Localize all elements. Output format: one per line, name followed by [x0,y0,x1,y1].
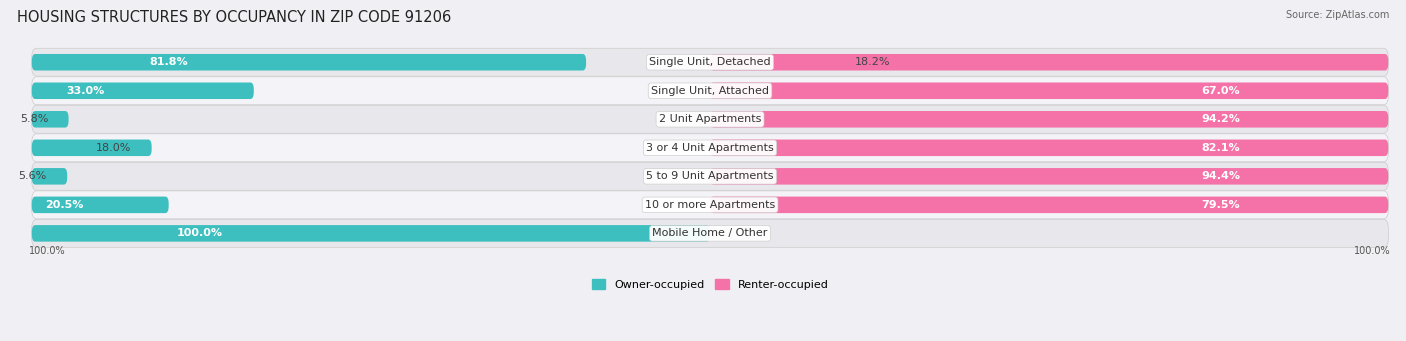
Text: 79.5%: 79.5% [1202,200,1240,210]
Text: 5.6%: 5.6% [18,171,46,181]
Legend: Owner-occupied, Renter-occupied: Owner-occupied, Renter-occupied [588,275,832,294]
FancyBboxPatch shape [32,196,169,213]
FancyBboxPatch shape [710,54,1388,71]
Text: Mobile Home / Other: Mobile Home / Other [652,228,768,238]
FancyBboxPatch shape [32,83,254,99]
FancyBboxPatch shape [32,139,152,156]
Text: 94.4%: 94.4% [1201,171,1240,181]
FancyBboxPatch shape [32,134,1388,162]
Text: 5 to 9 Unit Apartments: 5 to 9 Unit Apartments [647,171,773,181]
FancyBboxPatch shape [32,225,710,242]
Text: 100.0%: 100.0% [30,246,66,256]
Text: 18.2%: 18.2% [855,57,890,67]
FancyBboxPatch shape [32,54,586,71]
FancyBboxPatch shape [32,162,1388,190]
Text: 67.0%: 67.0% [1202,86,1240,96]
Text: Single Unit, Attached: Single Unit, Attached [651,86,769,96]
Text: 100.0%: 100.0% [176,228,222,238]
FancyBboxPatch shape [710,139,1388,156]
Text: 82.1%: 82.1% [1202,143,1240,153]
Text: 5.8%: 5.8% [20,114,48,124]
Text: Source: ZipAtlas.com: Source: ZipAtlas.com [1285,10,1389,20]
Text: 33.0%: 33.0% [66,86,104,96]
FancyBboxPatch shape [710,83,1388,99]
Text: 3 or 4 Unit Apartments: 3 or 4 Unit Apartments [647,143,773,153]
FancyBboxPatch shape [710,111,1388,128]
FancyBboxPatch shape [710,168,1388,184]
Text: 10 or more Apartments: 10 or more Apartments [645,200,775,210]
Text: 94.2%: 94.2% [1201,114,1240,124]
Text: 20.5%: 20.5% [45,200,83,210]
FancyBboxPatch shape [32,48,1388,76]
Text: 81.8%: 81.8% [149,57,187,67]
FancyBboxPatch shape [32,77,1388,105]
FancyBboxPatch shape [710,196,1388,213]
Text: 100.0%: 100.0% [1354,246,1391,256]
FancyBboxPatch shape [32,168,67,184]
Text: Single Unit, Detached: Single Unit, Detached [650,57,770,67]
Text: HOUSING STRUCTURES BY OCCUPANCY IN ZIP CODE 91206: HOUSING STRUCTURES BY OCCUPANCY IN ZIP C… [17,10,451,25]
FancyBboxPatch shape [32,111,69,128]
FancyBboxPatch shape [32,105,1388,133]
Text: 18.0%: 18.0% [96,143,131,153]
Text: 2 Unit Apartments: 2 Unit Apartments [659,114,761,124]
FancyBboxPatch shape [32,219,1388,247]
FancyBboxPatch shape [32,191,1388,219]
